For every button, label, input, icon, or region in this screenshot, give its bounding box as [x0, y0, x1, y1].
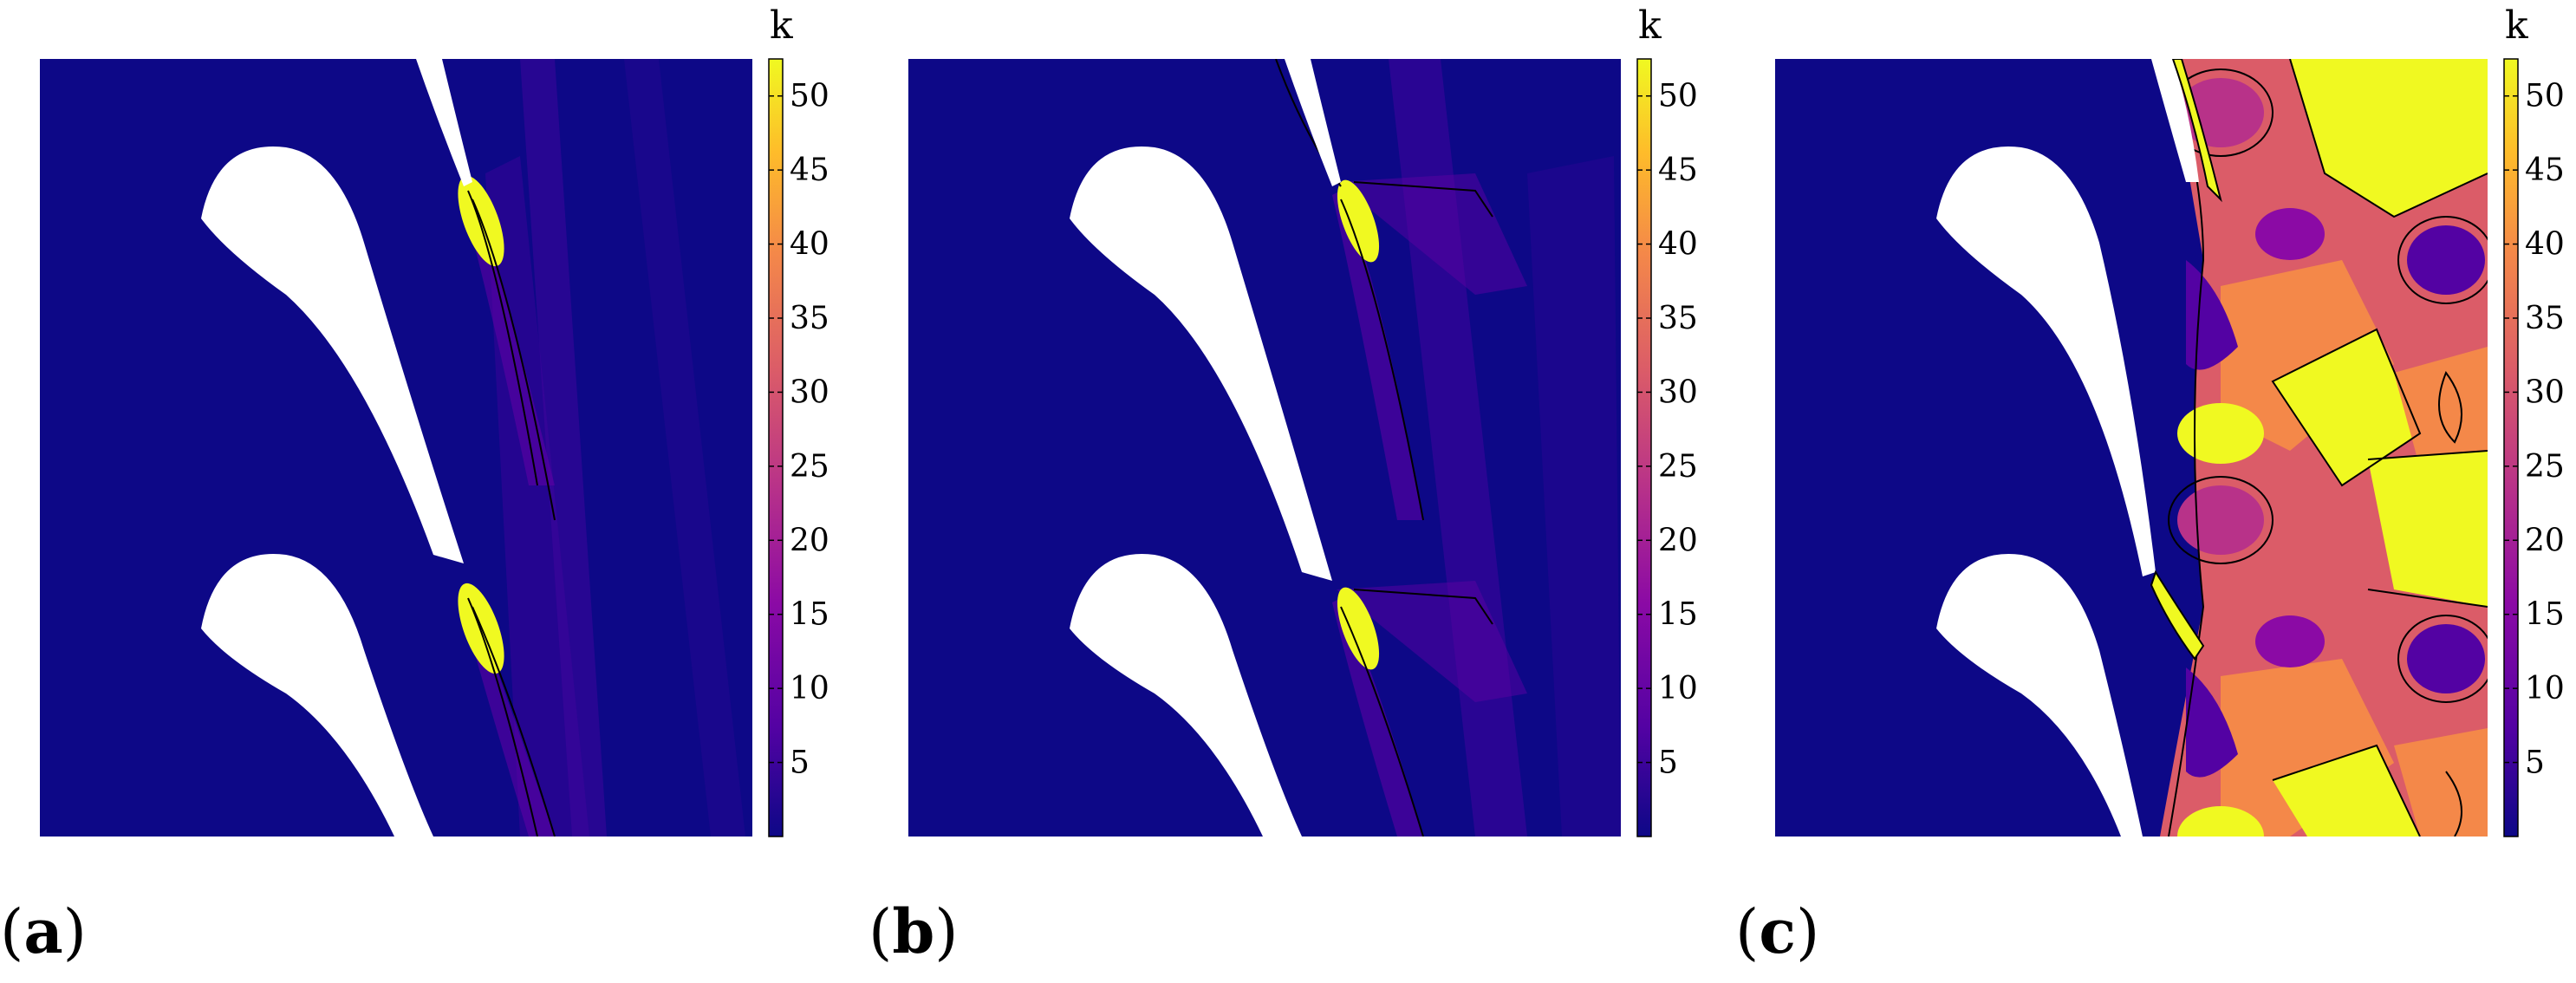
colorbar-tick-label: 20 [2525, 523, 2565, 558]
colorbar-tick-label: 45 [2525, 153, 2565, 188]
panel-a: 5 10 15 20 25 30 35 40 45 50 k (a) [0, 0, 858, 983]
wake-region [459, 59, 745, 837]
colorbar-tick-label: 50 [2525, 79, 2565, 114]
shock-core-upper [2171, 59, 2222, 203]
colorbar-tick-label: 10 [790, 671, 829, 706]
colorbar [768, 58, 784, 837]
blade-shapes [201, 59, 472, 837]
colorbar-tick-label: 35 [2525, 301, 2565, 336]
colorbar-title: k [1638, 3, 1662, 48]
colorbar-tick-label: 5 [1658, 745, 1678, 781]
colorbar-ticks: 5 10 15 20 25 30 35 40 45 50 [769, 79, 829, 781]
wake-region [1332, 59, 1621, 837]
panel-b: 5 10 15 20 25 30 35 40 45 50 k (b) [868, 0, 1727, 983]
shock-core-upper [1337, 179, 1380, 263]
colorbar-tick-label: 45 [1658, 153, 1698, 188]
panel-label: (a) [0, 895, 87, 967]
shock-core-lower [2150, 570, 2205, 661]
panel-label: (b) [868, 895, 959, 967]
colorbar [2503, 58, 2519, 837]
colorbar-tick-label: 25 [1658, 449, 1698, 485]
colorbar-tick-label: 15 [2525, 597, 2565, 633]
colorbar-title: k [2505, 3, 2528, 48]
blade-shapes [1936, 59, 2199, 837]
colorbar-tick-label: 30 [1658, 374, 1698, 410]
colorbar-tick-label: 15 [1658, 597, 1698, 633]
colorbar-tick-label: 20 [1658, 523, 1698, 558]
colorbar-title: k [770, 3, 793, 48]
colorbar-tick-label: 40 [1658, 227, 1698, 263]
colorbar-tick-label: 20 [790, 523, 829, 558]
colorbar-tick-label: 25 [790, 449, 829, 485]
shock-core-lower [1337, 587, 1380, 670]
colorbar-tick-label: 45 [790, 153, 829, 188]
colorbar-tick-label: 25 [2525, 449, 2565, 485]
colorbar-tick-label: 35 [1658, 301, 1698, 336]
colorbar-tick-label: 15 [790, 597, 829, 633]
panel-label: (c) [1735, 895, 1820, 967]
colorbar-tick-label: 10 [2525, 671, 2565, 706]
blade-shapes [1070, 59, 1341, 837]
colorbar-tick-label: 50 [790, 79, 829, 114]
colorbar-tick-label: 30 [790, 374, 829, 410]
colorbar-tick-label: 40 [790, 227, 829, 263]
colorbar-tick-label: 10 [1658, 671, 1698, 706]
colorbar-tick-label: 35 [790, 301, 829, 336]
colorbar-tick-label: 5 [2525, 745, 2545, 781]
colorbar-tick-label: 50 [1658, 79, 1698, 114]
contour-plot-c: 5 10 15 20 25 30 35 40 45 50 [1775, 58, 2565, 837]
colorbar [1636, 58, 1652, 837]
colorbar-tick-label: 5 [790, 745, 810, 781]
colorbar-tick-label: 40 [2525, 227, 2565, 263]
colorbar-ticks: 5 10 15 20 25 30 35 40 45 50 [1637, 79, 1698, 781]
contour-lines [467, 190, 556, 837]
contour-plot-b: 5 10 15 20 25 30 35 40 45 50 [908, 58, 1698, 837]
contour-plot-a: 5 10 15 20 25 30 35 40 45 50 [40, 58, 829, 837]
colorbar-ticks: 5 10 15 20 25 30 35 40 45 50 [2504, 79, 2565, 781]
panel-c: 5 10 15 20 25 30 35 40 45 50 k (c) [1735, 0, 2576, 983]
colorbar-tick-label: 30 [2525, 374, 2565, 410]
